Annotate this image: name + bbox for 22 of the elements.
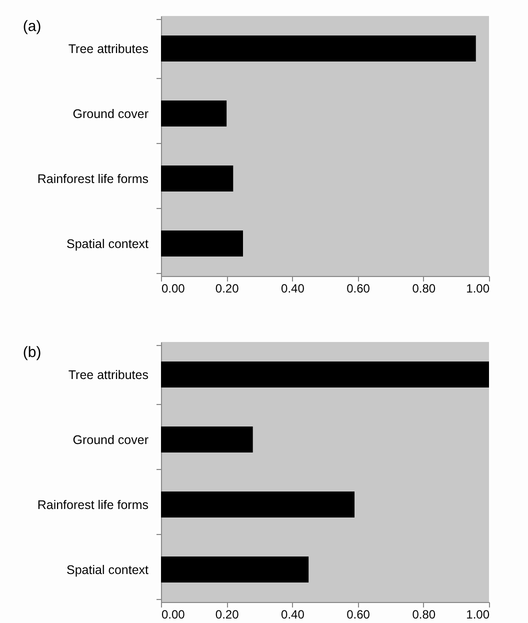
- y-tick-label: Spatial context: [66, 237, 150, 251]
- text: (a): [22, 18, 42, 35]
- x-tick-label: 0.60: [346, 282, 370, 296]
- y-tick-label: Tree attributes: [68, 368, 148, 382]
- x-tick-label: 1.00: [466, 282, 490, 296]
- x-tick-label: 0.80: [412, 608, 436, 622]
- x-tick-label: 0.20: [215, 282, 240, 296]
- y-tick-label: Ground cover: [72, 107, 148, 121]
- x-tick-label: 0.40: [281, 608, 305, 622]
- y-tick-label: Rainforest life forms: [37, 172, 148, 186]
- y-tick-label: Ground cover: [72, 433, 148, 447]
- x-tick-label: 0.80: [412, 282, 436, 296]
- x-tick-label: 0.60: [346, 608, 370, 622]
- x-tick-label: 1.00: [466, 608, 490, 622]
- y-tick-label: Tree attributes: [68, 42, 148, 56]
- x-tick-label: 0.40: [281, 282, 305, 296]
- y-tick-label: Spatial context: [66, 563, 150, 577]
- x-tick-label: 0.20: [215, 608, 240, 622]
- x-tick-label: 0.00: [162, 608, 186, 622]
- y-tick-label: Rainforest life forms: [37, 498, 148, 512]
- x-tick-label: 0.00: [162, 282, 186, 296]
- text: (b): [22, 344, 42, 361]
